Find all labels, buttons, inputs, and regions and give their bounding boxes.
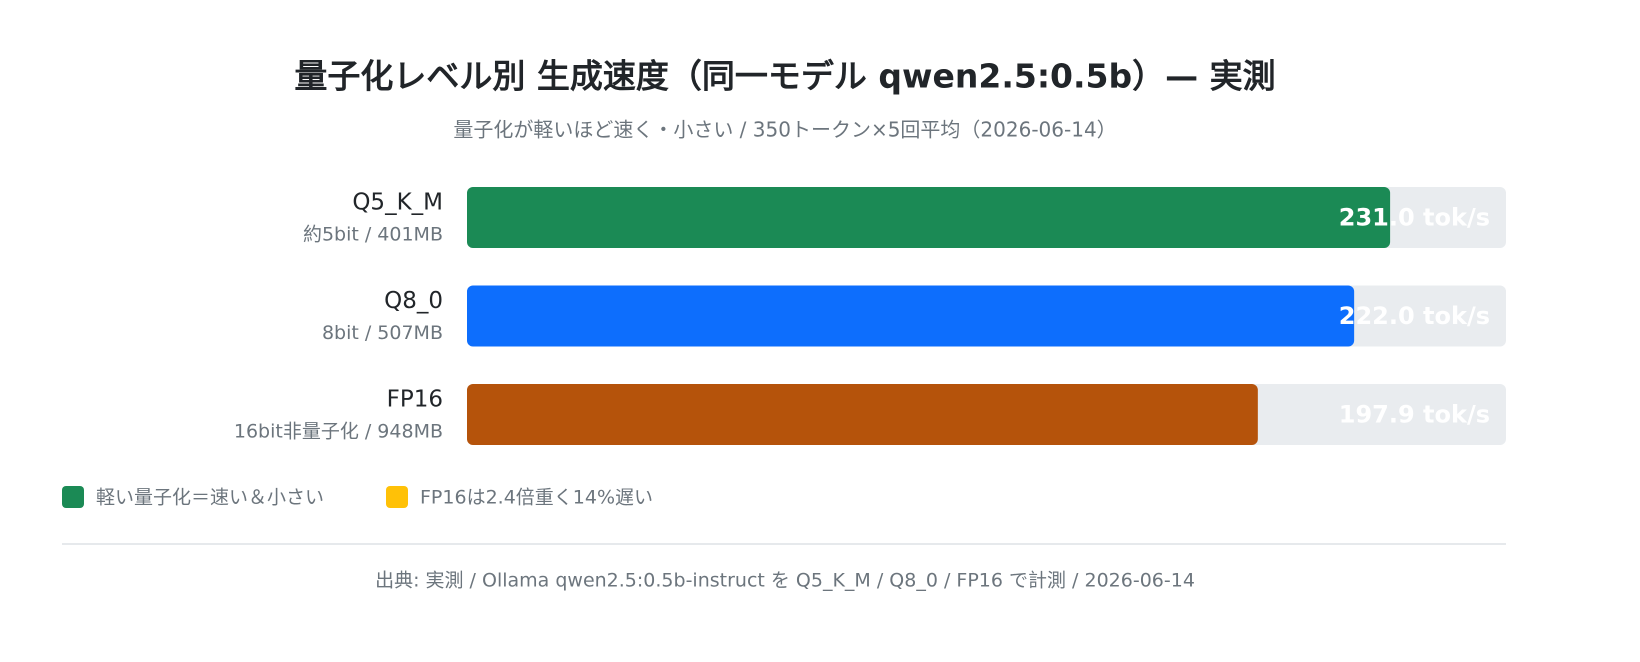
category-label: Q5_K_M: [352, 190, 443, 216]
bar: [467, 285, 1355, 347]
category-note: 8bit / 507MB: [322, 322, 443, 344]
legend-swatch: [386, 486, 408, 508]
value-label: 231.0 tok/s: [1339, 204, 1490, 232]
bar: [467, 187, 1391, 248]
value-label: 222.0 tok/s: [1339, 302, 1490, 330]
category-label: FP16: [387, 387, 443, 413]
legend-label: FP16は2.4倍重く14%遅い: [420, 487, 653, 509]
bar: [467, 384, 1258, 445]
value-label: 197.9 tok/s: [1339, 401, 1490, 429]
legend-label: 軽い量子化＝速い＆小さい: [96, 487, 324, 509]
category-note: 約5bit / 401MB: [303, 224, 443, 246]
chart-subtitle: 量子化が軽いほど速く・小さい / 350トークン×5回平均（2026-06-14…: [453, 118, 1116, 142]
category-label: Q8_0: [384, 288, 443, 314]
category-note: 16bit非量子化 / 948MB: [234, 421, 443, 443]
legend-swatch: [62, 486, 84, 508]
chart-title: 量子化レベル別 生成速度（同一モデル qwen2.5:0.5b）— 実測: [294, 57, 1275, 96]
source-note: 出典: 実測 / Ollama qwen2.5:0.5b-instruct を …: [375, 570, 1195, 592]
